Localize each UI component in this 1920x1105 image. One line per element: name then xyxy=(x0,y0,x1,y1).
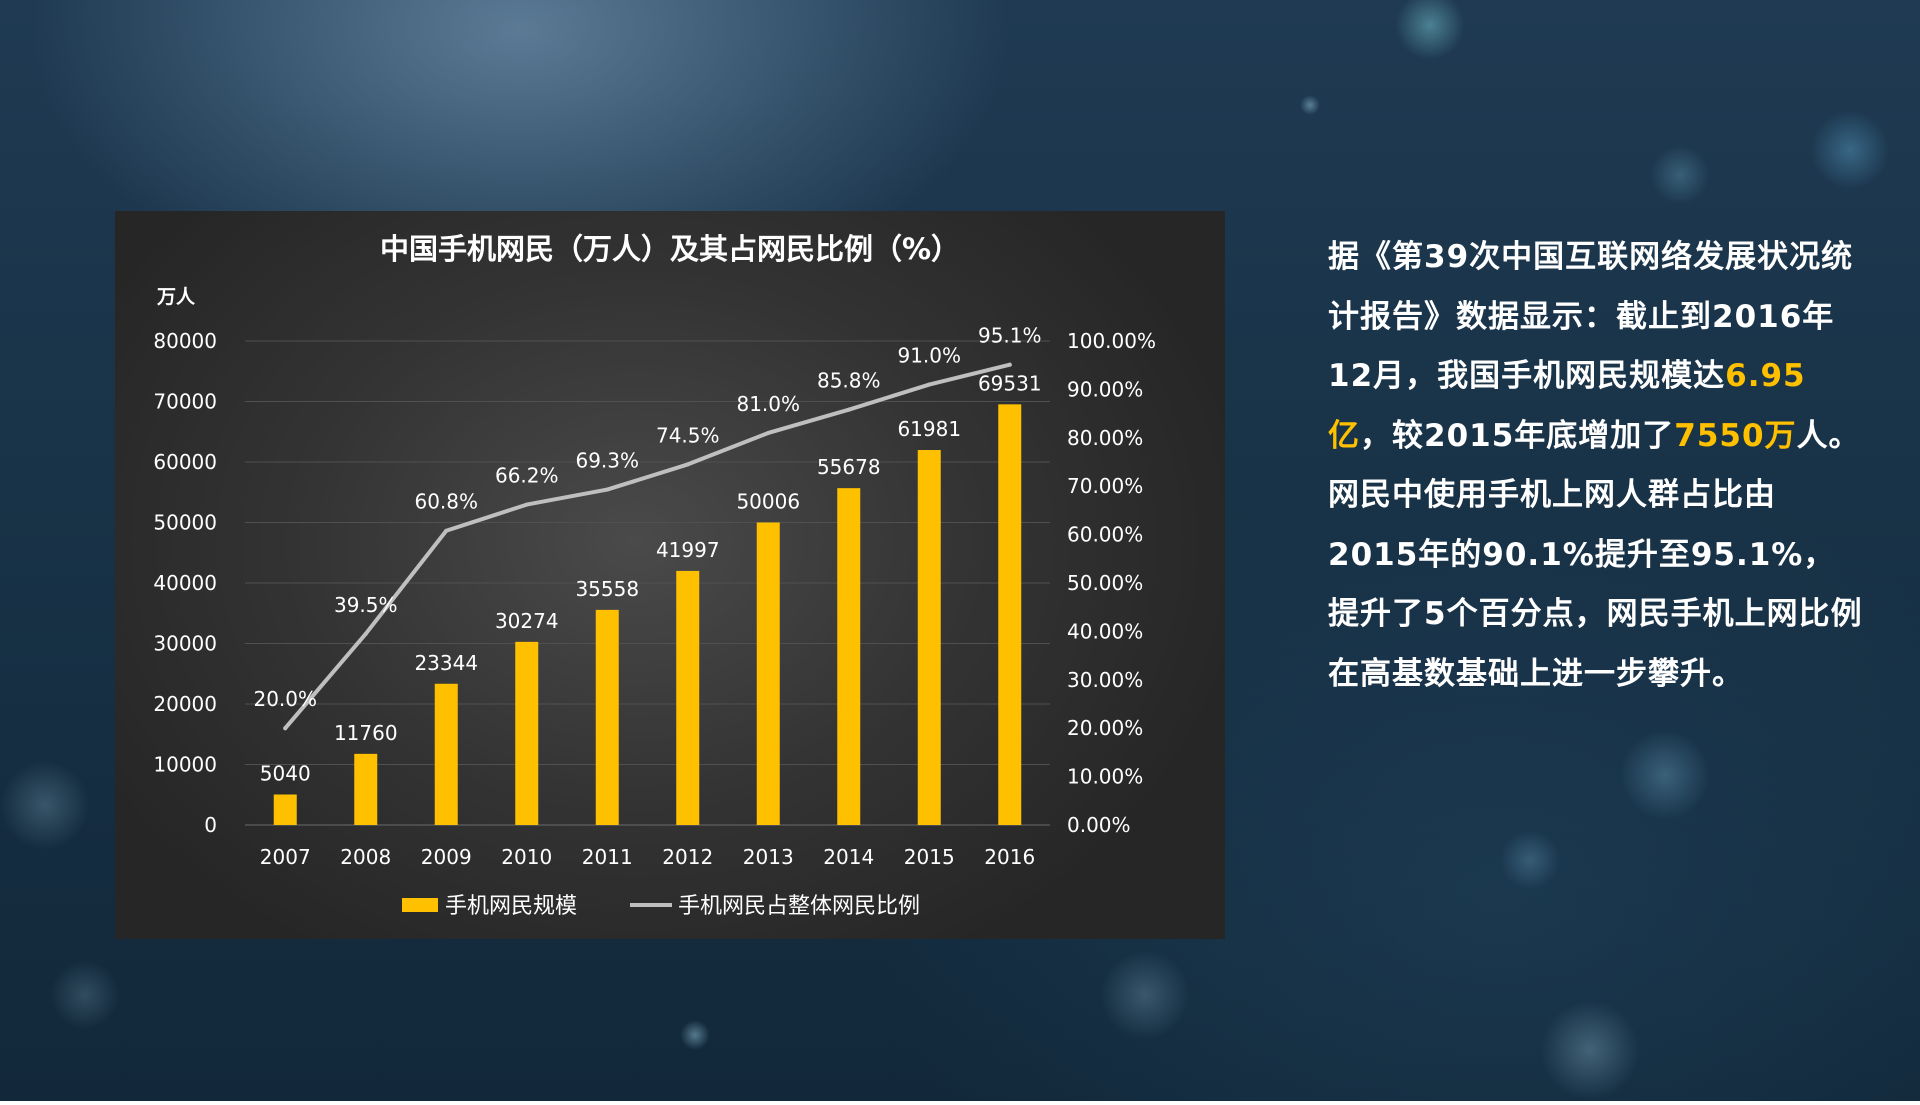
chart-panel: 中国手机网民（万人）及其占网民比例（%） 万人 0 10000 20000 30000… xyxy=(115,211,1225,939)
right-axis-tick: 30.00% xyxy=(1067,668,1143,692)
bokeh-light xyxy=(1395,0,1465,60)
left-axis-tick: 40000 xyxy=(153,571,217,595)
legend-bar-label: 手机网民规模 xyxy=(445,894,577,919)
bottom-border xyxy=(0,1101,1920,1105)
right-axis-tick: 70.00% xyxy=(1067,474,1143,498)
legend-bar-swatch xyxy=(402,898,438,912)
bar xyxy=(434,683,458,825)
bar xyxy=(273,794,297,825)
x-axis-tick: 2015 xyxy=(904,845,955,869)
line-data-label: 60.8% xyxy=(414,490,478,514)
line-point xyxy=(363,631,368,636)
bokeh-light xyxy=(1540,1000,1640,1100)
left-axis-tick: 20000 xyxy=(153,692,217,716)
description-fragment: ，较2015年底增加了 xyxy=(1360,417,1675,454)
line-point xyxy=(444,528,449,533)
left-axis-tick: 10000 xyxy=(153,753,217,777)
description-text: 据《第39次中国互联网络发展状况统计报告》数据显示：截止到2016年12月，我国… xyxy=(1328,228,1863,704)
bar-data-label: 50006 xyxy=(736,489,800,513)
bokeh-light xyxy=(50,960,120,1030)
right-axis-tick: 100.00% xyxy=(1067,329,1156,353)
line-point xyxy=(1007,362,1012,367)
left-axis-tick: 70000 xyxy=(153,390,217,414)
bar xyxy=(917,450,941,825)
left-axis-tick: 30000 xyxy=(153,632,217,656)
description-fragment: 据《第39次中国互联网络发展状况统计报告》数据显示：截止到2016年12月，我国… xyxy=(1328,239,1854,394)
left-axis-tick: 0 xyxy=(204,813,217,837)
bar xyxy=(515,641,539,825)
x-axis-tick: 2011 xyxy=(582,845,633,869)
line-data-label: 81.0% xyxy=(736,392,800,416)
right-axis-tick: 50.00% xyxy=(1067,571,1143,595)
line-data-label: 74.5% xyxy=(656,423,720,447)
bar xyxy=(756,522,780,825)
bar-data-label: 35558 xyxy=(575,577,639,601)
right-axis-tick: 20.00% xyxy=(1067,716,1143,740)
left-axis-tick: 60000 xyxy=(153,450,217,474)
line-data-label: 69.3% xyxy=(575,449,639,473)
x-axis-tick: 2007 xyxy=(260,845,311,869)
x-axis-tick: 2008 xyxy=(340,845,391,869)
bar-data-label: 41997 xyxy=(656,538,720,562)
line-point xyxy=(685,462,690,467)
right-axis-tick: 60.00% xyxy=(1067,523,1143,547)
highlight-value: 7550万 xyxy=(1674,417,1797,454)
bokeh-light xyxy=(680,1020,710,1050)
line-point xyxy=(605,487,610,492)
bokeh-light xyxy=(0,760,90,850)
x-axis-tick: 2010 xyxy=(501,845,552,869)
x-axis-tick: 2013 xyxy=(743,845,794,869)
bar-data-label: 55678 xyxy=(817,455,881,479)
x-axis-tick: 2009 xyxy=(421,845,472,869)
right-axis-tick: 10.00% xyxy=(1067,765,1143,789)
bokeh-light xyxy=(1500,830,1560,890)
right-axis-tick: 0.00% xyxy=(1067,813,1131,837)
bar xyxy=(676,570,700,825)
chart-title: 中国手机网民（万人）及其占网民比例（%） xyxy=(380,232,960,266)
bokeh-light xyxy=(1810,110,1890,190)
x-axis-tick: 2016 xyxy=(984,845,1035,869)
bar-data-label: 30274 xyxy=(495,609,559,633)
bar xyxy=(354,753,378,825)
legend-line-label: 手机网民占整体网民比例 xyxy=(678,894,920,919)
line-point xyxy=(283,726,288,731)
highlight-value: 6.95亿 xyxy=(1328,358,1806,454)
line-point xyxy=(927,382,932,387)
bokeh-light xyxy=(1650,145,1710,205)
bar xyxy=(837,488,861,825)
bar xyxy=(998,404,1022,825)
ratio-line xyxy=(283,362,1012,731)
bar-data-label: 23344 xyxy=(414,651,478,675)
x-axis-tick: 2014 xyxy=(823,845,874,869)
x-axis-tick: 2012 xyxy=(662,845,713,869)
bokeh-light xyxy=(1620,730,1710,820)
description-fragment: 人。网民中使用手机上网人群占比由2015年的90.1%提升至95.1%，提升了5… xyxy=(1328,417,1863,692)
bar-data-label: 11760 xyxy=(334,721,398,745)
line-point xyxy=(846,407,851,412)
bar-data-label: 61981 xyxy=(897,417,961,441)
line-point xyxy=(766,430,771,435)
bar-data-label: 69531 xyxy=(978,371,1042,395)
line-data-label: 39.5% xyxy=(334,593,398,617)
bokeh-light xyxy=(1100,950,1190,1040)
line-point xyxy=(524,502,529,507)
line-data-label: 91.0% xyxy=(897,344,961,368)
left-axis-tick: 80000 xyxy=(153,329,217,353)
right-axis-tick: 90.00% xyxy=(1067,377,1143,401)
line-data-label: 20.0% xyxy=(253,687,317,711)
right-axis-tick: 40.00% xyxy=(1067,619,1143,643)
line-data-label: 85.8% xyxy=(817,369,881,393)
bar-data-label: 5040 xyxy=(260,762,311,786)
bar xyxy=(595,609,619,825)
bokeh-light xyxy=(1300,95,1320,115)
left-axis-tick: 50000 xyxy=(153,511,217,535)
line-data-label: 66.2% xyxy=(495,464,559,488)
line-data-label: 95.1% xyxy=(978,324,1042,348)
right-axis-tick: 80.00% xyxy=(1067,426,1143,450)
combo-chart: 中国手机网民（万人）及其占网民比例（%） 万人 0 10000 20000 30000… xyxy=(153,232,1156,919)
y-unit-label: 万人 xyxy=(156,286,196,308)
